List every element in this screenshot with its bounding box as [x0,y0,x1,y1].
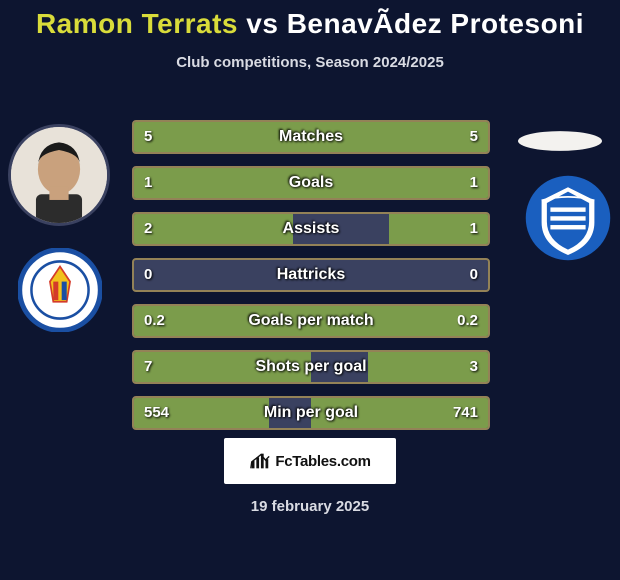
stat-value-right: 1 [470,214,478,244]
stat-row: 55Matches [132,120,490,154]
stat-value-left: 0 [144,260,152,290]
stat-value-left: 554 [144,398,169,428]
stat-row: 554741Min per goal [132,396,490,430]
chart-icon [249,450,271,472]
right-club-badge [524,174,612,262]
brand-text: FcTables.com [275,453,370,470]
stat-value-left: 2 [144,214,152,244]
stat-row: 0 0Hattricks [132,258,490,292]
left-player-avatar [8,124,110,226]
title-left: Ramon Terrats [36,8,238,39]
stat-fill-left [134,122,311,152]
stat-value-right: 0.2 [457,306,478,336]
title-right: BenavÃ­dez Protesoni [287,8,584,39]
stat-value-left: 5 [144,122,152,152]
stat-fill-right [311,122,488,152]
stat-value-left: 1 [144,168,152,198]
stat-label: Hattricks [134,260,488,290]
stats-container: 55Matches11Goals21Assists00Hattricks0.20… [132,120,490,442]
subtitle: Club competitions, Season 2024/2025 [0,54,620,71]
stat-row: 21Assists [132,212,490,246]
title-vs: vs [246,8,278,39]
left-club-badge [18,248,102,332]
stat-value-right: 5 [470,122,478,152]
stat-value-right: 741 [453,398,478,428]
stat-row: 73Shots per goal [132,350,490,384]
stat-value-left: 7 [144,352,152,382]
stat-row: 11Goals [132,166,490,200]
stat-value-right: 3 [470,352,478,382]
brand-logo: FcTables.com [224,438,396,484]
page-title: Ramon Terrats vs BenavÃ­dez Protesoni [0,0,620,40]
left-player-block [8,124,110,332]
stat-fill-right [311,168,488,198]
footer-date: 19 february 2025 [0,498,620,515]
stat-fill-left [134,352,311,382]
stat-row: 0.20.2Goals per match [132,304,490,338]
right-player-block [524,124,612,262]
stat-fill-left [134,168,311,198]
stat-value-left: 0.2 [144,306,165,336]
stat-value-right: 0 [470,260,478,290]
stat-fill-left [134,214,293,244]
stat-value-right: 1 [470,168,478,198]
